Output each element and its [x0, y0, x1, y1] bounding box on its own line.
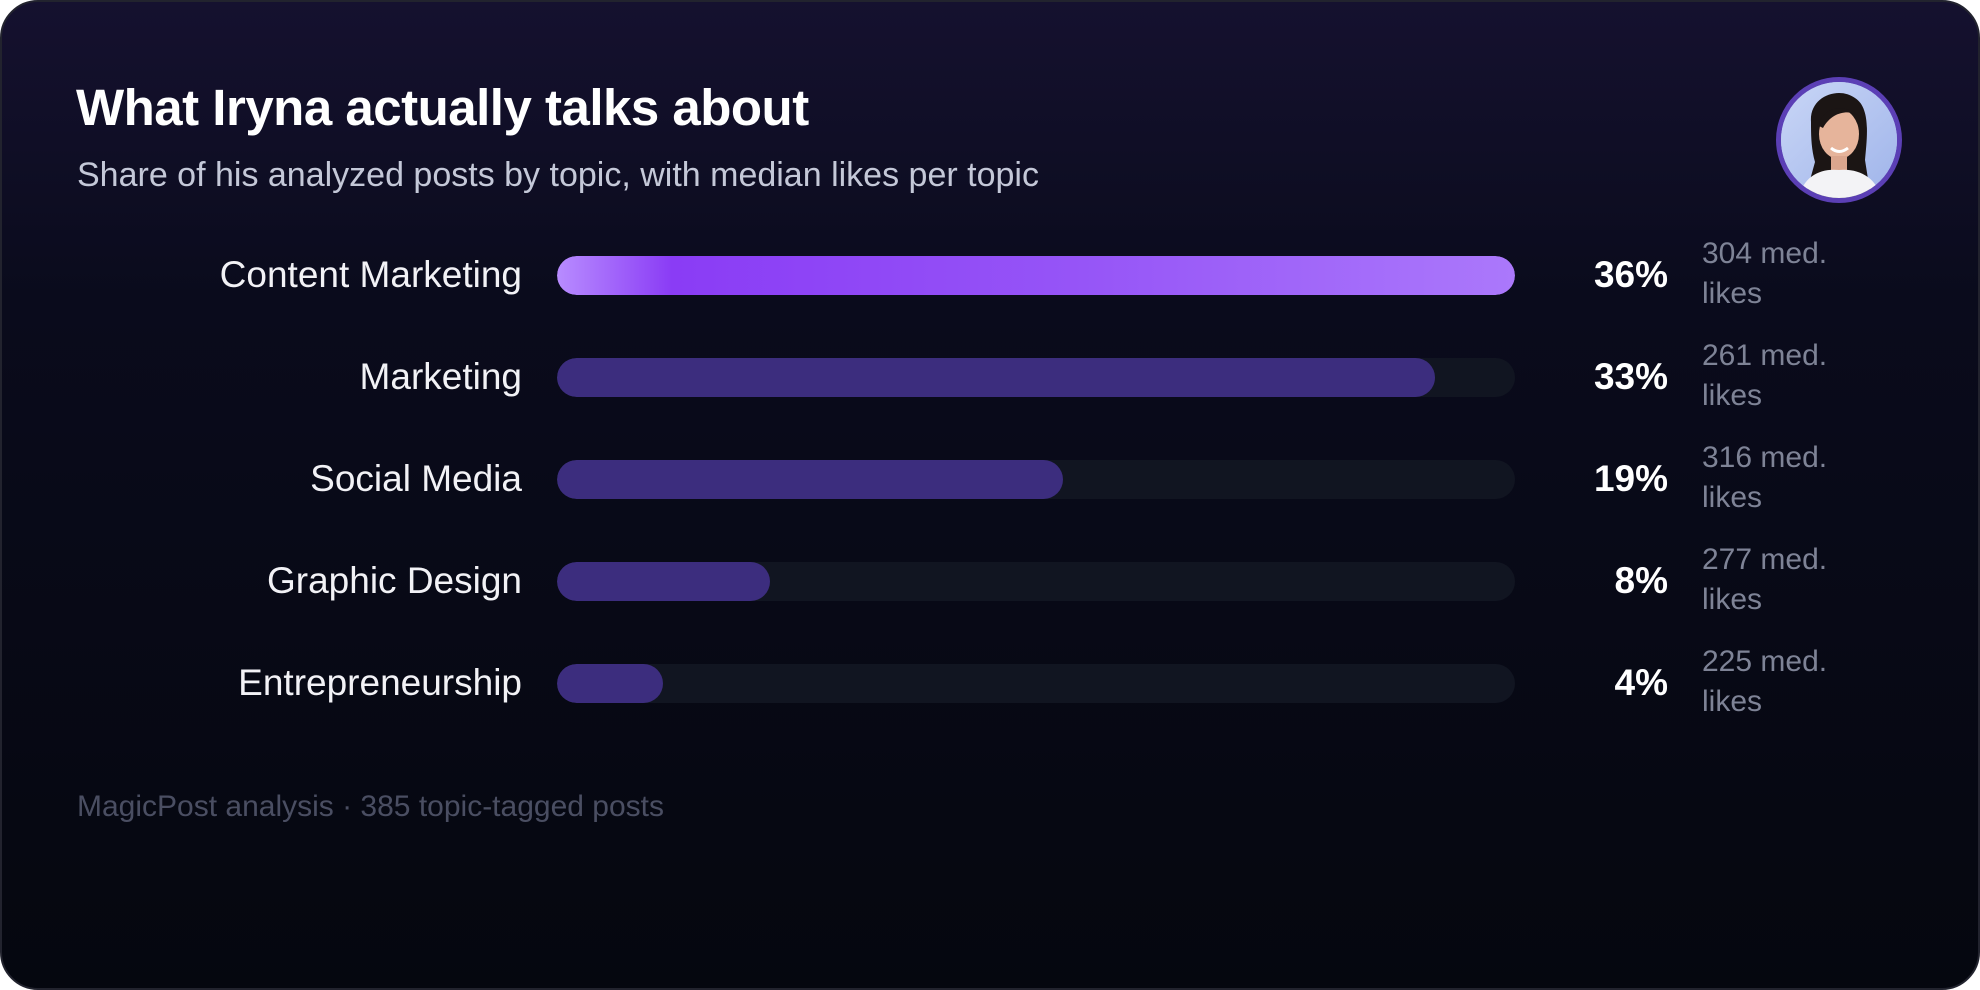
- median-likes-label: 261 med. likes: [1702, 339, 1828, 412]
- median-likes-label: 304 med. likes: [1702, 237, 1828, 310]
- value-label: 4%: [1614, 662, 1668, 703]
- bar: [557, 562, 770, 601]
- bar-track: [557, 562, 1515, 601]
- chart-subtitle: Share of his analyzed posts by topic, wi…: [77, 156, 1039, 194]
- avatar: [1776, 77, 1902, 203]
- value-label: 19%: [1593, 458, 1668, 499]
- bar-track: [557, 256, 1515, 295]
- median-likes-label: 316 med. likes: [1702, 441, 1828, 514]
- bar: [557, 664, 664, 703]
- value-label: 8%: [1614, 560, 1668, 601]
- bar-track: [557, 460, 1515, 499]
- median-likes-label: 277 med. likes: [1702, 543, 1828, 616]
- category-label: Entrepreneurship: [238, 662, 522, 703]
- category-label: Social Media: [310, 458, 522, 499]
- bar: [557, 358, 1436, 397]
- chart-title: What Iryna actually talks about: [76, 79, 809, 136]
- bar-track: [557, 358, 1515, 397]
- footer-note: MagicPost analysis · 385 topic-tagged po…: [77, 790, 664, 823]
- bar: [557, 256, 1515, 295]
- value-label: 33%: [1593, 356, 1668, 397]
- category-label: Content Marketing: [219, 254, 522, 295]
- bar-track: [557, 664, 1515, 703]
- median-likes-label: 225 med. likes: [1702, 645, 1828, 718]
- category-label: Graphic Design: [266, 560, 522, 601]
- value-label: 36%: [1593, 254, 1668, 295]
- category-label: Marketing: [359, 356, 522, 397]
- profile-photo-icon: [1781, 82, 1897, 198]
- bar: [557, 460, 1063, 499]
